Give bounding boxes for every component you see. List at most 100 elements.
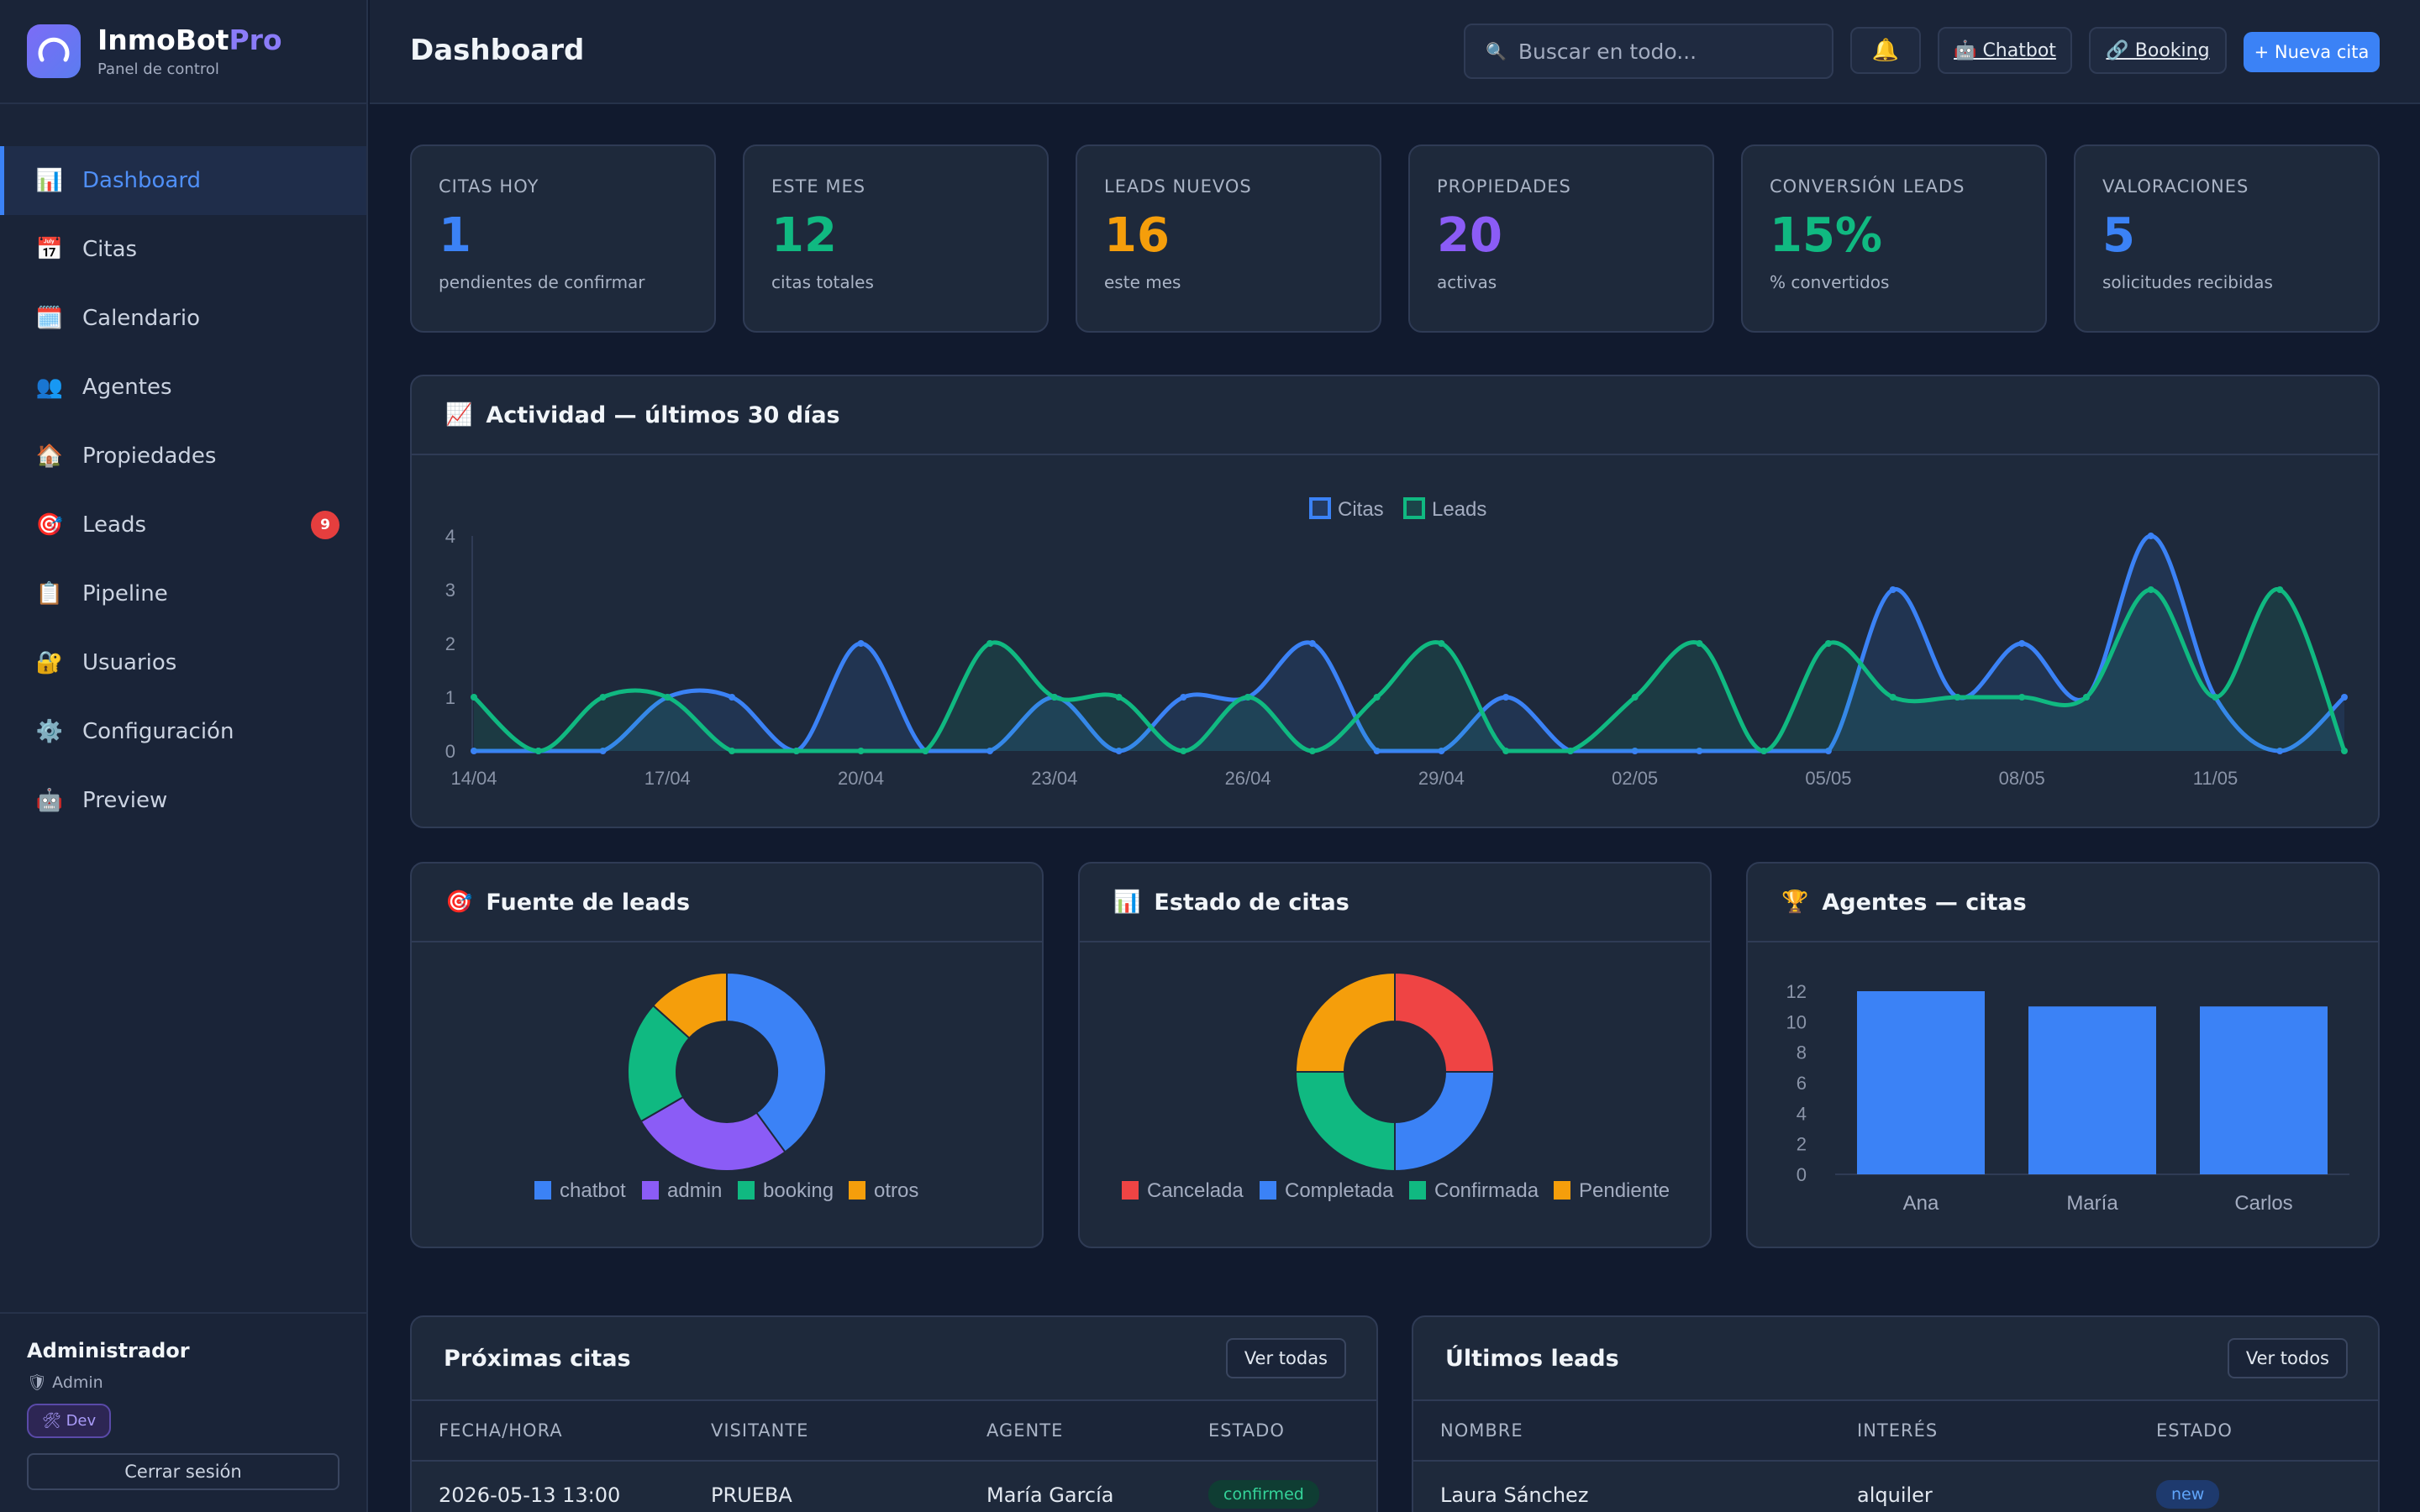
col-name: NOMBRE xyxy=(1440,1420,1523,1441)
people-icon: 👥 xyxy=(35,375,64,400)
data-point xyxy=(922,748,929,754)
lead-sources-donut: chatbot admin booking otros xyxy=(534,971,918,1202)
data-point xyxy=(1180,694,1187,701)
view-all-leads-button[interactable]: Ver todos xyxy=(2227,1338,2348,1378)
donut-slice-otros xyxy=(651,971,728,1040)
data-point xyxy=(2147,586,2154,593)
brand-name: InmoBotPro xyxy=(97,23,282,56)
kpi-card: VALORACIONES 5 solicitudes recibidas xyxy=(2074,144,2380,333)
data-point xyxy=(2082,694,2090,701)
col-visitor: VISITANTE xyxy=(711,1420,809,1441)
trophy-icon: 🏆 xyxy=(1781,890,1809,915)
data-point xyxy=(471,748,477,754)
logout-button[interactable]: Cerrar sesión xyxy=(27,1453,339,1490)
lock-icon: 🔐 xyxy=(35,650,64,675)
sidebar-item-propiedades[interactable]: 🏠 Propiedades xyxy=(0,422,366,491)
trend-chart-icon: 📈 xyxy=(445,402,473,428)
donut-slice-admin xyxy=(639,1095,786,1172)
legend-label: Completada xyxy=(1285,1179,1394,1202)
notifications-bell-icon[interactable]: 🔔 xyxy=(1850,27,1921,74)
sidebar-item-label: Dashboard xyxy=(82,168,202,193)
data-point xyxy=(1760,748,1768,754)
status-title: Estado de citas xyxy=(1154,889,1349,916)
data-point xyxy=(599,748,607,754)
status-badge: new xyxy=(2156,1480,2220,1509)
x-tick-label: Ana xyxy=(1903,1192,1939,1215)
dev-badge[interactable]: 🛠 Dev xyxy=(27,1404,112,1438)
legend-label: otros xyxy=(874,1179,918,1202)
view-all-appointments-button[interactable]: Ver todas xyxy=(1225,1338,1346,1378)
data-point xyxy=(2276,748,2284,754)
cell-datetime: 2026-05-13 13:00 xyxy=(439,1483,621,1507)
sidebar-item-dashboard[interactable]: 📊 Dashboard xyxy=(0,146,366,215)
search-input[interactable] xyxy=(1518,39,1821,64)
sidebar-item-configuracin[interactable]: ⚙️ Configuración xyxy=(0,697,366,766)
sidebar-item-leads[interactable]: 🎯 Leads 9 xyxy=(0,491,366,559)
series-area-citas xyxy=(474,536,2344,751)
kpi-label: PROPIEDADES xyxy=(1437,176,1571,197)
sidebar-item-pipeline[interactable]: 📋 Pipeline xyxy=(0,559,366,628)
sidebar-item-calendario[interactable]: 🗓️ Calendario xyxy=(0,284,366,353)
legend-swatch xyxy=(1260,1181,1276,1200)
donut-slice-cancelada xyxy=(1394,971,1496,1073)
search-box[interactable]: 🔍 xyxy=(1464,24,1833,79)
legend-label: Cancelada xyxy=(1147,1179,1244,1202)
page-title: Dashboard xyxy=(410,34,585,67)
target-icon: 🎯 xyxy=(35,512,64,538)
activity-panel: 📈 Actividad — últimos 30 días 0 1 2 3 4 14/04… xyxy=(410,375,2380,828)
legend-label: booking xyxy=(763,1179,834,1202)
data-point xyxy=(1696,640,1703,647)
booking-button[interactable]: 🔗 Booking xyxy=(2089,27,2227,74)
legend-swatch xyxy=(849,1181,865,1200)
y-tick-label: 2 xyxy=(445,633,455,654)
y-tick-label: 10 xyxy=(1786,1011,1807,1032)
x-tick-label: 17/04 xyxy=(644,768,691,789)
new-appointment-button[interactable]: + Nueva cita xyxy=(2244,32,2380,72)
y-tick-label: 3 xyxy=(445,580,455,601)
kpi-label: CONVERSIÓN LEADS xyxy=(1770,176,1965,197)
sidebar-item-usuarios[interactable]: 🔐 Usuarios xyxy=(0,628,366,697)
cell-name: Laura Sánchez xyxy=(1440,1483,1589,1507)
data-point xyxy=(1631,748,1639,754)
sidebar-item-preview[interactable]: 🤖 Preview xyxy=(0,766,366,835)
sidebar-item-label: Calendario xyxy=(82,306,201,331)
table-row[interactable]: Laura Sánchez alquiler new xyxy=(1413,1462,2378,1512)
legend-swatch xyxy=(738,1181,755,1200)
legend-label: Pendiente xyxy=(1579,1179,1670,1202)
x-tick-label: 29/04 xyxy=(1418,768,1465,789)
x-tick-label: María xyxy=(2066,1192,2118,1215)
chatbot-button[interactable]: 🤖 Chatbot xyxy=(1938,27,2072,74)
kpi-subtitle: activas xyxy=(1437,272,1497,292)
upcoming-table-header: FECHA/HORA VISITANTE AGENTE ESTADO xyxy=(412,1401,1376,1462)
data-point xyxy=(1889,694,1897,701)
data-point xyxy=(1308,748,1316,754)
kpi-value: 12 xyxy=(771,208,837,263)
kpi-value: 5 xyxy=(2102,208,2135,263)
lead-sources-panel: 🎯 Fuente de leads chatbot admin booking otr… xyxy=(410,862,1044,1248)
data-point xyxy=(857,640,865,647)
data-point xyxy=(2276,586,2284,593)
data-point xyxy=(1115,694,1123,701)
legend-swatch xyxy=(1122,1181,1139,1200)
sidebar-item-label: Propiedades xyxy=(82,444,217,469)
kpi-card: PROPIEDADES 20 activas xyxy=(1408,144,1714,333)
legend-swatch xyxy=(642,1181,659,1200)
x-tick-label: 02/05 xyxy=(1612,768,1658,789)
sidebar-item-agentes[interactable]: 👥 Agentes xyxy=(0,353,366,422)
kpi-subtitle: pendientes de confirmar xyxy=(439,272,645,292)
table-row[interactable]: 2026-05-13 13:00 PRUEBA María García con… xyxy=(412,1462,1376,1512)
data-point xyxy=(1308,640,1316,647)
legend-swatch xyxy=(534,1181,551,1200)
kpi-subtitle: citas totales xyxy=(771,272,874,292)
legend-label: Citas xyxy=(1338,498,1384,521)
activity-title: Actividad — últimos 30 días xyxy=(486,402,840,428)
kpi-subtitle: solicitudes recibidas xyxy=(2102,272,2273,292)
sidebar-nav: 📊 Dashboard 📅 Citas 🗓️ Calendario 👥 Agentes 🏠 Pro… xyxy=(0,146,366,835)
y-tick-label: 0 xyxy=(1797,1164,1807,1185)
user-box: Administrador 🛡 Admin 🛠 Dev Cerrar sesió… xyxy=(0,1312,366,1512)
sidebar-item-citas[interactable]: 📅 Citas xyxy=(0,215,366,284)
series-area-leads xyxy=(474,589,2344,751)
bar-maría xyxy=(2028,1006,2156,1174)
logo-icon xyxy=(27,24,81,78)
data-point xyxy=(664,694,671,701)
